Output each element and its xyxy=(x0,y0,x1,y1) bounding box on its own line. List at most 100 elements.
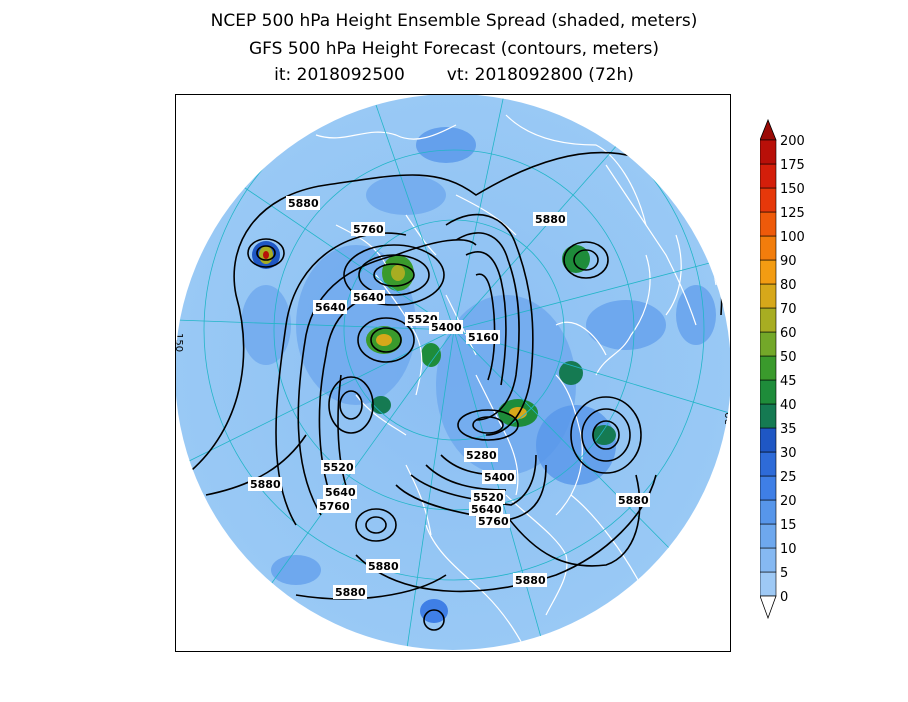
svg-text:5880: 5880 xyxy=(618,494,649,507)
contour-label: 5760 xyxy=(476,514,510,528)
colorbar-label: 90 xyxy=(780,254,797,269)
contour-line xyxy=(247,238,285,268)
spread-patch xyxy=(592,425,616,445)
contour-label: 5400 xyxy=(482,470,516,484)
spread-patch xyxy=(391,265,405,281)
svg-text:5640: 5640 xyxy=(471,503,502,516)
colorbar-label: 40 xyxy=(780,398,797,413)
colorbar-label: 30 xyxy=(780,446,797,461)
contour-line xyxy=(297,239,477,516)
colorbar-box xyxy=(760,139,777,165)
contour-line xyxy=(365,516,387,534)
colorbar-label: 175 xyxy=(780,158,805,173)
contour-line xyxy=(256,245,276,261)
contour-line xyxy=(370,327,402,353)
grid-label: 90 xyxy=(548,635,561,646)
contour-line xyxy=(358,254,430,296)
spread-patch xyxy=(366,175,446,215)
contour-label: 5640 xyxy=(313,300,347,314)
colorbar-label: 20 xyxy=(780,494,797,509)
contour-label: 5280 xyxy=(464,448,498,462)
contour-line xyxy=(465,251,507,386)
spread-patch xyxy=(376,334,392,346)
grid-label: 30 xyxy=(724,412,731,425)
contour-label: 5160 xyxy=(466,330,500,344)
grid-label: 120 xyxy=(394,651,413,652)
svg-text:5640: 5640 xyxy=(325,486,356,499)
contour-label: 5880 xyxy=(286,196,320,210)
title-line-3: it: 2018092500 vt: 2018092800 (72h) xyxy=(0,65,908,85)
colorbar-label: 200 xyxy=(780,134,805,149)
colorbar-label: 60 xyxy=(780,326,797,341)
svg-text:5520: 5520 xyxy=(473,491,504,504)
spread-patch xyxy=(559,361,583,385)
colorbar-label: 70 xyxy=(780,302,797,317)
colorbar-label: 150 xyxy=(780,182,805,197)
contour-line xyxy=(581,408,631,462)
spread-patch xyxy=(263,251,269,259)
spread-patch xyxy=(416,127,476,163)
svg-text:5520: 5520 xyxy=(323,461,354,474)
spread-patch xyxy=(420,599,448,623)
contour-line xyxy=(205,434,307,496)
contour-line xyxy=(373,263,415,287)
contour-label: 5880 xyxy=(533,212,567,226)
contour-label: 5400 xyxy=(429,320,463,334)
contour-line xyxy=(355,508,397,542)
colorbar-top-arrow xyxy=(760,118,777,141)
contour-label: 5760 xyxy=(317,499,351,513)
colorbar-box xyxy=(760,211,777,237)
contour-line xyxy=(343,244,445,306)
colorbar-label: 15 xyxy=(780,518,797,533)
contour-line xyxy=(357,317,415,363)
contour-label: 5520 xyxy=(321,460,355,474)
grid-label: 60 xyxy=(498,95,511,96)
colorbar-box xyxy=(760,379,777,405)
title-line-2: GFS 500 hPa Height Forecast (contours, m… xyxy=(249,39,659,59)
contour-label: 5760 xyxy=(351,222,385,236)
title-line-1: NCEP 500 hPa Height Ensemble Spread (sha… xyxy=(210,11,698,31)
contour-label: 5520 xyxy=(471,490,505,504)
colorbar-box xyxy=(760,355,777,381)
colorbar-label: 0 xyxy=(780,590,788,605)
spread-patch xyxy=(562,245,590,273)
contour-line xyxy=(472,416,504,434)
colorbar-box xyxy=(760,259,777,285)
colorbar-box xyxy=(760,331,777,357)
colorbar-box xyxy=(760,547,777,573)
spread-patch xyxy=(586,300,666,350)
contour-line xyxy=(455,232,520,421)
colorbar-box xyxy=(760,163,777,189)
contour-line xyxy=(570,396,642,474)
colorbar-box xyxy=(760,523,777,549)
contour-line xyxy=(505,474,641,567)
spread-patch xyxy=(371,396,391,414)
contour-label: 5640 xyxy=(469,502,503,516)
contour-line xyxy=(275,232,407,526)
contour-line xyxy=(573,249,599,271)
grid-label: 150 xyxy=(176,333,184,352)
colorbar: 0 5 10 15 20 25 30 35 40 45 50 60 70 80 90 100 125 150 175… xyxy=(760,118,805,620)
colorbar-box xyxy=(760,451,777,477)
colorbar-box xyxy=(760,403,777,429)
contour-line xyxy=(410,454,537,506)
contour-line xyxy=(445,213,534,436)
svg-text:5640: 5640 xyxy=(315,301,346,314)
svg-text:5640: 5640 xyxy=(353,291,384,304)
svg-text:5880: 5880 xyxy=(515,574,546,587)
spread-patch xyxy=(676,285,716,345)
contour-label: 5880 xyxy=(248,477,282,491)
contour-line xyxy=(423,609,445,631)
contour-label: 5880 xyxy=(333,585,367,599)
colorbar-box xyxy=(760,475,777,501)
contour-line xyxy=(339,390,363,420)
colorbar-labels: 0 5 10 15 20 25 30 35 40 45 50 60 70 80 90 100 125 150 175… xyxy=(780,134,805,605)
contour-line xyxy=(563,241,609,279)
contour-label: 5640 xyxy=(323,485,357,499)
colorbar-label: 45 xyxy=(780,374,797,389)
svg-text:5880: 5880 xyxy=(368,560,399,573)
contour-label: 5880 xyxy=(513,573,547,587)
spread-patch xyxy=(241,285,291,365)
colorbar-label: 125 xyxy=(780,206,805,221)
contour-labels: 5880 5760 5640 5640 5520 5400 5160 5880 … xyxy=(248,196,650,599)
